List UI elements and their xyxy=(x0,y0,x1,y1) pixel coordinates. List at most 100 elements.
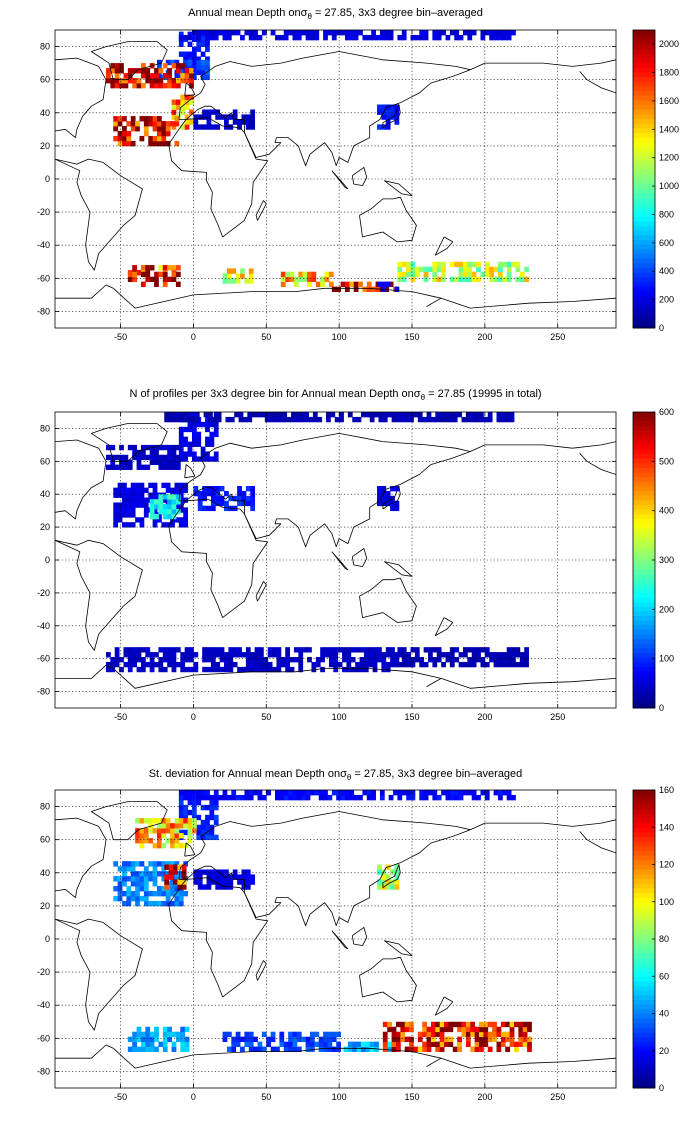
coastline-nacoastE xyxy=(579,71,616,94)
data-cell xyxy=(362,790,368,796)
y-tick-label: 80 xyxy=(40,423,50,433)
y-tick-label: -40 xyxy=(37,240,50,250)
data-cell xyxy=(213,456,219,462)
data-cell xyxy=(436,266,442,273)
coastline-greenland xyxy=(91,423,168,462)
data-cell xyxy=(515,276,521,283)
data-cell xyxy=(248,1046,254,1052)
data-cell xyxy=(183,809,188,816)
data-cell xyxy=(113,492,119,498)
colorbar-segment xyxy=(633,206,655,213)
data-cell xyxy=(493,34,499,41)
colorbar-segment xyxy=(633,85,655,92)
data-cell xyxy=(113,126,119,132)
data-cell xyxy=(353,30,359,36)
data-cell xyxy=(145,1046,151,1052)
y-tick-label: -20 xyxy=(37,207,50,217)
data-cell xyxy=(484,794,490,801)
data-cell xyxy=(117,116,123,122)
data-cell xyxy=(324,647,330,653)
data-cell xyxy=(292,34,298,41)
data-cell xyxy=(391,416,397,423)
data-cell xyxy=(202,652,207,658)
data-cell xyxy=(158,666,164,673)
data-cell xyxy=(422,416,427,423)
data-cell xyxy=(241,652,247,658)
x-tick-label: 50 xyxy=(261,332,271,342)
data-cell xyxy=(216,412,222,418)
data-cell xyxy=(157,890,162,897)
coastline-greenland xyxy=(91,801,168,841)
coastline-antarcticaCoast xyxy=(426,297,442,307)
data-cell xyxy=(123,82,129,89)
data-cell xyxy=(506,657,512,663)
data-cell xyxy=(410,34,416,41)
x-tick-label: 250 xyxy=(550,712,565,722)
data-cell xyxy=(106,73,111,79)
data-cell xyxy=(122,135,127,142)
data-cell xyxy=(206,114,212,120)
data-cell xyxy=(397,276,403,283)
data-cell xyxy=(140,1041,146,1048)
data-cell xyxy=(191,818,197,824)
colorbar-segment xyxy=(633,425,655,431)
data-cell xyxy=(353,286,359,292)
data-cell xyxy=(261,794,267,801)
data-cell xyxy=(474,416,480,423)
data-cell xyxy=(168,869,174,875)
data-cell xyxy=(394,486,400,492)
colorbar-segment xyxy=(633,532,655,538)
data-cell xyxy=(371,34,376,41)
data-cell xyxy=(135,886,140,892)
data-cell xyxy=(122,502,127,508)
data-cell xyxy=(209,421,215,428)
data-cell xyxy=(123,661,129,668)
data-cell xyxy=(132,1031,137,1038)
data-cell xyxy=(175,454,181,461)
data-cell xyxy=(515,266,521,273)
data-cell xyxy=(183,441,188,447)
data-cell xyxy=(506,271,512,278)
data-cell xyxy=(432,661,438,668)
data-cell xyxy=(208,412,213,418)
coastline-uk xyxy=(184,842,196,857)
data-cell xyxy=(215,666,221,673)
data-cell xyxy=(154,1036,159,1043)
data-cell xyxy=(171,499,177,505)
data-cell xyxy=(224,652,229,658)
data-cell xyxy=(117,492,123,498)
colorbar-segment xyxy=(633,1055,655,1061)
data-cell xyxy=(187,34,193,41)
data-cell xyxy=(180,657,186,663)
colorbar-segment xyxy=(633,652,655,658)
data-cell xyxy=(511,30,516,36)
data-cell xyxy=(401,34,407,41)
data-cell xyxy=(178,833,184,839)
data-cell xyxy=(248,30,254,36)
data-cell xyxy=(301,794,307,801)
data-cell xyxy=(140,265,146,271)
data-cell xyxy=(248,1036,254,1043)
colorbar-segment xyxy=(633,67,655,73)
colorbar-tick-label: 120 xyxy=(659,860,674,870)
data-cell xyxy=(117,121,123,127)
data-cell xyxy=(305,34,311,41)
data-cell xyxy=(184,114,190,120)
data-cell xyxy=(157,861,162,867)
data-cell xyxy=(209,30,215,36)
data-cell xyxy=(200,451,206,457)
data-cell xyxy=(254,647,260,653)
data-cell xyxy=(275,790,280,796)
data-cell xyxy=(342,652,347,658)
data-cell xyxy=(175,459,181,466)
data-cell xyxy=(426,412,432,418)
data-cell xyxy=(110,444,116,451)
data-cell xyxy=(315,281,321,288)
data-cell xyxy=(391,1036,397,1043)
data-cell xyxy=(162,265,168,271)
data-cell xyxy=(136,68,142,74)
data-cell xyxy=(340,794,346,801)
data-cell xyxy=(339,412,344,418)
data-cell xyxy=(171,99,177,105)
data-cell xyxy=(267,666,273,673)
